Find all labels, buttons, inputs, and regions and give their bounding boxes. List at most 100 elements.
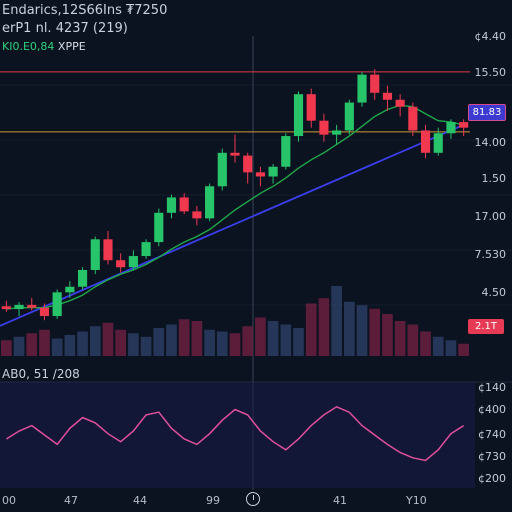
candle	[370, 74, 380, 93]
oscillator-panel	[0, 382, 475, 488]
candle	[192, 211, 202, 219]
volume-bar	[305, 303, 317, 356]
time-axis-label: 00	[2, 494, 16, 507]
candle	[382, 92, 393, 100]
indicator-legend: KI0.E0,84 XPPE	[2, 40, 86, 53]
oscillator-axis-label: ¢200	[478, 472, 506, 485]
candle	[77, 270, 88, 287]
candle	[395, 99, 405, 107]
candle	[255, 172, 265, 177]
candle	[39, 307, 50, 317]
volume-bar	[140, 336, 152, 356]
volume-bar	[356, 305, 368, 356]
volume-bar	[280, 324, 292, 356]
candle	[141, 242, 151, 257]
candle	[332, 130, 342, 135]
symbol-subtitle: erP1 nl. 4237 (219)	[2, 21, 128, 36]
candle	[293, 94, 304, 137]
volume-bar	[64, 335, 76, 356]
candle	[90, 239, 100, 270]
volume-bar	[102, 322, 114, 356]
volume-bar	[445, 340, 457, 356]
time-axis-label: 41	[333, 494, 347, 507]
candle	[154, 212, 164, 243]
volume-bar	[458, 343, 469, 356]
indicator-name: XPPE	[57, 40, 86, 53]
resistance-price-tag: 81.83	[468, 104, 506, 121]
price-axis-label: 7.530	[474, 248, 507, 261]
volume-bar	[382, 314, 393, 356]
candle	[281, 136, 291, 167]
volume-bar	[51, 338, 63, 356]
time-axis-label: 44	[133, 494, 147, 507]
symbol-title: Endarics,12S66Ins ₮7250	[2, 3, 168, 18]
candle	[344, 102, 354, 131]
volume-bar	[39, 329, 50, 356]
price-axis-label: 1.50	[481, 172, 507, 185]
volume-bar	[293, 328, 304, 356]
candle	[52, 292, 62, 317]
candle	[1, 306, 11, 310]
price-axis-label: 17.00	[474, 210, 507, 223]
indicator-value: KI0.E0,84	[2, 40, 55, 53]
candle	[166, 197, 177, 213]
volume-bar	[89, 326, 101, 356]
volume-bar	[77, 331, 88, 356]
oscillator-axis-label: ¢730	[478, 450, 506, 463]
candle	[433, 133, 443, 153]
volume-bar	[394, 321, 406, 356]
candle	[14, 304, 24, 310]
price-axis-label: 4.50	[481, 286, 507, 299]
candle	[319, 120, 329, 135]
candle	[27, 304, 37, 308]
candle	[243, 155, 253, 173]
oscillator-line	[6, 405, 465, 462]
volume-bar	[13, 336, 25, 356]
volume-price-tag: 2.1T	[468, 319, 504, 334]
volume-bar	[407, 324, 419, 356]
volume-bar	[369, 308, 381, 356]
volume-bar	[178, 319, 190, 356]
volume-bar	[432, 336, 444, 356]
volume-bar	[229, 333, 241, 356]
candle	[217, 152, 227, 187]
candle	[446, 122, 456, 134]
candle	[179, 197, 189, 212]
candle	[65, 286, 75, 293]
volume-bar	[128, 333, 139, 356]
candle	[268, 166, 278, 177]
volume-bar	[26, 333, 38, 356]
price-axis-label: 15.50	[474, 66, 507, 79]
volume-bar	[153, 328, 165, 356]
candle	[306, 94, 316, 121]
volume-bar	[255, 317, 266, 356]
candle	[116, 260, 126, 268]
oscillator-label: AB0, 51 /208	[2, 367, 80, 381]
trend-line	[0, 124, 465, 327]
candle	[103, 239, 113, 261]
candle	[459, 122, 469, 128]
volume-bar	[166, 324, 177, 356]
volume-bar	[1, 340, 12, 356]
clock-icon[interactable]	[246, 492, 260, 506]
oscillator-axis-label: ¢740	[478, 428, 506, 441]
candle	[128, 256, 138, 268]
volume-bar	[242, 326, 254, 356]
volume-bar	[318, 298, 330, 356]
price-axis-label: ¢4.40	[474, 30, 507, 43]
oscillator-axis-label: ¢140	[478, 381, 506, 394]
candle	[420, 130, 431, 153]
time-axis-label: 99	[206, 494, 220, 507]
volume-bar	[216, 331, 228, 356]
volume-bar	[331, 286, 342, 356]
time-axis-label: Y10	[406, 494, 427, 507]
candle	[408, 106, 418, 131]
volume-bar	[343, 301, 355, 356]
volume-bar	[191, 321, 203, 356]
oscillator-axis-label: ¢400	[478, 403, 506, 416]
candle	[357, 74, 367, 103]
volume-bar	[267, 321, 279, 356]
price-axis-label: 14.00	[474, 136, 507, 149]
